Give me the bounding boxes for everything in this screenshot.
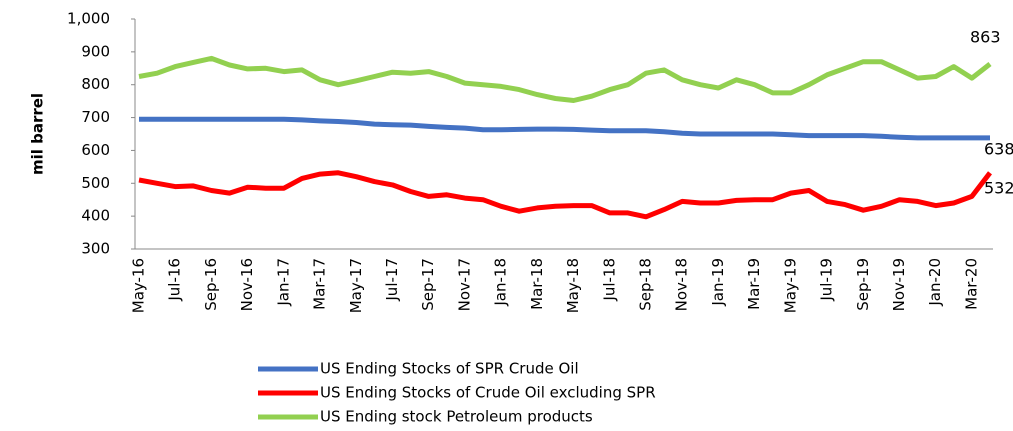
y-tick-label: 300	[81, 240, 110, 258]
legend-label: US Ending Stocks of Crude Oil excluding …	[320, 384, 656, 402]
series-line	[138, 55, 992, 103]
x-tick-label: Jan-17	[274, 258, 292, 307]
x-tick-label: Jan-18	[492, 258, 510, 307]
x-tick-label: May-16	[130, 258, 148, 313]
x-tick-label: Mar-17	[311, 258, 329, 310]
x-tick-label: May-18	[564, 258, 582, 313]
x-tick-label: Jul-19	[818, 258, 836, 302]
x-tick-label: Nov-18	[673, 258, 691, 311]
data-label: 863	[970, 28, 1001, 47]
x-tick-label: May-17	[347, 258, 365, 313]
legend-label: US Ending Stocks of SPR Crude Oil	[320, 360, 579, 378]
x-tick-label: Nov-17	[455, 258, 473, 311]
x-tick-label: Sep-17	[419, 258, 437, 311]
x-tick-label: Mar-19	[745, 258, 763, 310]
x-tick-label: Jul-16	[166, 258, 184, 302]
y-tick-label: 400	[81, 207, 110, 225]
legend-label: US Ending stock Petroleum products	[320, 408, 593, 426]
x-tick-label: Nov-19	[890, 258, 908, 311]
x-tick-label: Nov-16	[238, 258, 256, 311]
y-tick-label: 900	[81, 42, 110, 60]
series-line	[139, 116, 990, 141]
y-tick-label: 700	[81, 108, 110, 126]
x-tick-label: Mar-18	[528, 258, 546, 310]
x-tick-label: Jul-17	[383, 258, 401, 302]
x-tick-label: Mar-20	[962, 258, 980, 310]
data-label: 532	[984, 178, 1013, 197]
x-tick-label: Sep-19	[854, 258, 872, 311]
x-tick-label: Jul-18	[600, 258, 618, 302]
x-tick-label: Jan-19	[709, 258, 727, 307]
data-label: 638	[984, 139, 1013, 158]
y-tick-label: 500	[81, 174, 110, 192]
x-tick-label: Sep-18	[636, 258, 654, 311]
x-tick-label: Jan-20	[926, 258, 944, 307]
x-tick-label: Sep-16	[202, 258, 220, 311]
y-tick-label: 800	[81, 75, 110, 93]
series-line	[138, 170, 992, 220]
x-tick-label: May-19	[781, 258, 799, 313]
y-tick-label: 1,000	[67, 10, 110, 28]
y-tick-label: 600	[81, 141, 110, 159]
y-axis-label: mil barrel	[29, 93, 47, 175]
